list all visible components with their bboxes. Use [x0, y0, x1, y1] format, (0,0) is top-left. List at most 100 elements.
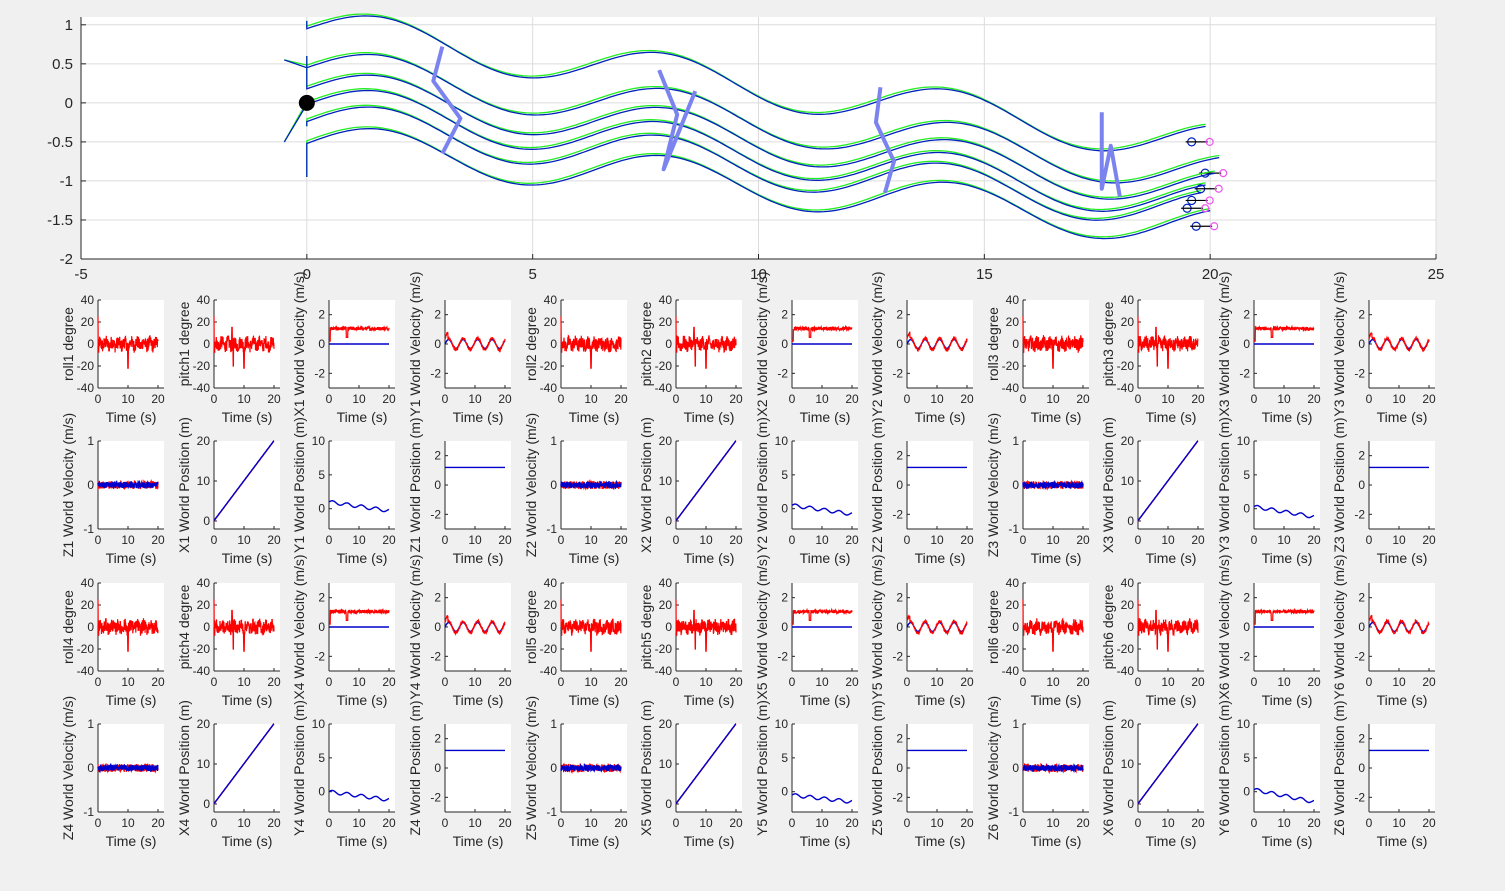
subplot-x-tick-label: 0 [673, 392, 680, 406]
subplot-panel: 0 10 20 -40 -20 0 20 40 Time (s) roll5 degree [523, 576, 628, 708]
subplot-panel: 0 10 20 0 5 10 Time (s) Y2 World Position (m) [754, 417, 859, 566]
subplot-y-tick-label: -20 [1002, 359, 1020, 373]
measured-series-line [906, 614, 968, 636]
subplot-xlabel: Time (s) [915, 409, 966, 425]
subplot-x-tick-label: 0 [442, 533, 449, 547]
subplot-x-tick-label: 10 [584, 675, 598, 689]
x-tick-label: 5 [528, 266, 536, 283]
subplot-x-tick-label: 20 [1191, 533, 1205, 547]
subplot-x-tick-label: 0 [904, 392, 911, 406]
subplot-y-tick-label: -20 [540, 359, 558, 373]
subplot-xlabel: Time (s) [453, 692, 504, 708]
subplot-x-tick-label: 0 [673, 816, 680, 830]
subplot-xlabel: Time (s) [337, 833, 388, 849]
subplot-xlabel: Time (s) [106, 833, 157, 849]
subplot-x-tick-label: 20 [960, 816, 974, 830]
subplot-y-tick-label: 40 [544, 576, 558, 590]
subplot-y-tick-label: -2 [430, 790, 441, 804]
subplot-x-tick-label: 20 [729, 533, 743, 547]
subplot-x-tick-label: 20 [1076, 392, 1090, 406]
subplot-ylabel: Z6 World Position (m) [1331, 700, 1347, 835]
subplot-y-tick-label: 1 [550, 717, 557, 731]
subplot-y-tick-label: -40 [1002, 381, 1020, 395]
subplot-y-tick-label: -40 [655, 664, 673, 678]
subplot-y-tick-label: 10 [197, 474, 211, 488]
subplot-x-tick-label: 10 [237, 816, 251, 830]
reference-series-line [1022, 479, 1084, 491]
subplot-y-tick-label: 2 [896, 308, 903, 322]
subplot-y-tick-label: 20 [81, 598, 95, 612]
subplot-ylabel: X4 World Velocity (m/s) [291, 554, 307, 699]
actual-path-line [283, 89, 1206, 212]
subplot-y-tick-label: 0 [781, 502, 788, 516]
subplot-y-tick-label: -1 [546, 522, 557, 536]
subplot-x-tick-label: 20 [382, 392, 396, 406]
subplot-x-tick-label: 20 [151, 816, 165, 830]
subplot-x-tick-label: 20 [960, 533, 974, 547]
subplot-y-tick-label: -20 [193, 642, 211, 656]
subplot-ylabel: Y3 World Position (m) [1216, 417, 1232, 553]
subplot-x-tick-label: 20 [382, 675, 396, 689]
subplot-x-tick-label: 0 [1020, 816, 1027, 830]
subplot-xlabel: Time (s) [684, 692, 735, 708]
subplot-x-tick-label: 0 [211, 392, 218, 406]
subplot-ylabel: pitch2 degree [638, 301, 654, 386]
subplot-y-tick-label: 0 [1127, 620, 1134, 634]
subplot-x-tick-label: 20 [151, 675, 165, 689]
subplot-x-tick-label: 0 [95, 392, 102, 406]
subplot-x-tick-label: 10 [1277, 816, 1291, 830]
reference-series-line [328, 500, 390, 513]
subplot-y-tick-label: -2 [1239, 649, 1250, 663]
subplot-ylabel: Y5 World Velocity (m/s) [869, 554, 885, 699]
subplot-y-tick-label: 0 [1243, 620, 1250, 634]
subplot-ylabel: pitch6 degree [1100, 584, 1116, 669]
subplot-x-tick-label: 10 [352, 392, 366, 406]
subplot-x-tick-label: 0 [789, 392, 796, 406]
subplot-y-tick-label: 20 [659, 315, 673, 329]
subplot-x-tick-label: 10 [584, 533, 598, 547]
subplot-xlabel: Time (s) [222, 692, 273, 708]
robot-end-target-marker [1219, 169, 1228, 178]
reference-series-line [97, 479, 159, 490]
subplot-xlabel: Time (s) [222, 833, 273, 849]
subplot-background [214, 441, 280, 529]
subplot-y-tick-label: 0 [1243, 785, 1250, 799]
subplot-xlabel: Time (s) [453, 833, 504, 849]
subplot-y-tick-label: 40 [1121, 576, 1135, 590]
subplot-panel: 0 10 20 -40 -20 0 20 40 Time (s) roll1 degree [60, 293, 165, 425]
subplot-x-tick-label: 0 [789, 675, 796, 689]
subplot-panel: 0 10 20 -40 -20 0 20 40 Time (s) pitch6 degree [1100, 576, 1205, 708]
subplot-x-tick-label: 0 [1020, 392, 1027, 406]
subplot-y-tick-label: -2 [777, 649, 788, 663]
subplot-ylabel: X2 World Velocity (m/s) [754, 271, 770, 416]
subplot-y-tick-label: 0 [896, 478, 903, 492]
subplot-xlabel: Time (s) [684, 550, 735, 566]
subplot-x-tick-label: 10 [699, 392, 713, 406]
subplot-x-tick-label: 0 [211, 816, 218, 830]
subplot-ylabel: Y1 World Velocity (m/s) [407, 271, 423, 416]
subplot-x-tick-label: 20 [1307, 816, 1321, 830]
subplot-x-tick-label: 10 [1277, 533, 1291, 547]
subplot-y-tick-label: 20 [197, 717, 211, 731]
subplot-xlabel: Time (s) [1262, 550, 1313, 566]
subplot-panel: 0 10 20 0 10 20 Time (s) X2 World Position (m) [638, 417, 743, 566]
subplot-x-tick-label: 20 [267, 675, 281, 689]
subplot-y-tick-label: 2 [896, 732, 903, 746]
measured-series-line [675, 599, 737, 652]
subplot-ylabel: roll4 degree [60, 590, 76, 664]
subplot-xlabel: Time (s) [1146, 833, 1197, 849]
measured-series-line [906, 331, 968, 353]
subplot-ylabel: Z1 World Position (m) [407, 417, 423, 552]
subplot-y-tick-label: 40 [1121, 293, 1135, 307]
subplot-y-tick-label: -40 [1002, 664, 1020, 678]
subplot-xlabel: Time (s) [1377, 550, 1428, 566]
subplot-xlabel: Time (s) [569, 409, 620, 425]
subplot-panel: 0 10 20 -40 -20 0 20 40 Time (s) pitch5 degree [638, 576, 743, 708]
subplot-ylabel: Y2 World Position (m) [754, 417, 770, 553]
subplot-xlabel: Time (s) [337, 409, 388, 425]
subplot-x-tick-label: 10 [930, 392, 944, 406]
